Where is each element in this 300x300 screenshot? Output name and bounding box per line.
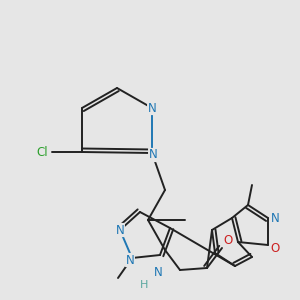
Text: N: N [126,254,134,266]
Text: N: N [116,224,124,236]
Text: H: H [140,280,148,290]
Text: N: N [271,212,279,224]
Text: N: N [154,266,162,278]
Text: N: N [148,101,156,115]
Text: N: N [148,148,158,161]
Text: Cl: Cl [36,146,48,158]
Text: O: O [270,242,280,254]
Text: O: O [224,233,232,247]
